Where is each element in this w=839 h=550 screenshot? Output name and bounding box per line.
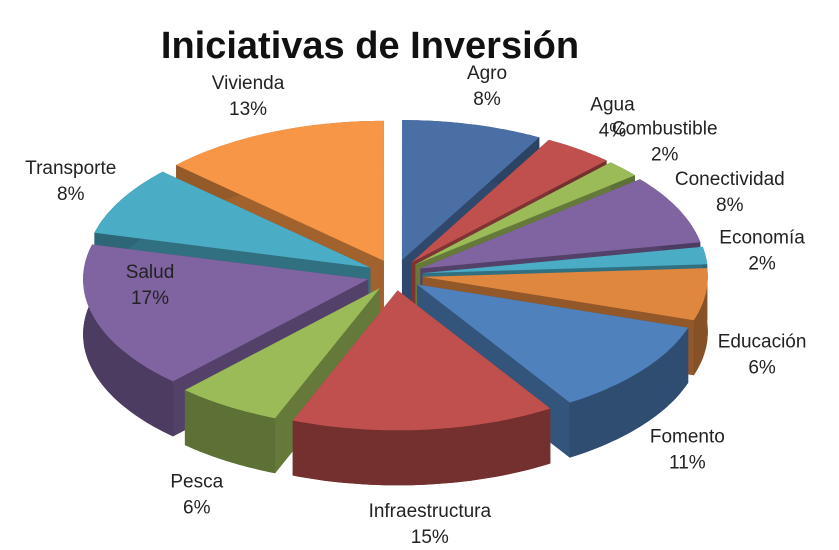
slice-value-label: 11% [669, 453, 706, 474]
slice-label: Conectividad [675, 169, 785, 190]
slice-value-label: 8% [473, 89, 501, 110]
slice-top [417, 284, 689, 403]
slice-label: Transporte [25, 158, 116, 179]
slice-top [292, 290, 551, 431]
slice-label: Economía [719, 228, 805, 249]
slice-edge [83, 244, 173, 437]
slice-label: Vivienda [212, 73, 285, 94]
slice-value-label: 6% [183, 498, 211, 519]
slice-label: Educación [718, 331, 807, 352]
slice [292, 290, 551, 486]
slice-edge [184, 390, 276, 474]
slice-label: Pesca [170, 472, 223, 493]
slice-edge [569, 327, 689, 458]
slice-label: Combustible [612, 119, 718, 140]
slice-value-label: 2% [748, 254, 776, 275]
slice-edge [292, 408, 551, 486]
slice-top [83, 244, 369, 382]
slice-label: Infraestructura [369, 501, 492, 522]
slice-top [176, 120, 384, 261]
slice-value-label: 2% [651, 145, 679, 166]
slice-label: Salud [126, 262, 175, 283]
slice-top [94, 171, 371, 268]
slice-value-label: 8% [716, 195, 744, 216]
slice-edge [693, 268, 708, 376]
slice-label: Agro [467, 63, 507, 84]
slice-value-label: 15% [411, 527, 449, 548]
slice-value-label: 4% [599, 120, 627, 141]
slice-top [422, 268, 708, 321]
slice-top [420, 179, 701, 269]
slice-top [184, 288, 380, 419]
slice-top [411, 139, 607, 263]
slice-top [415, 162, 635, 265]
slice-value-label: 8% [57, 184, 85, 205]
slice-top [401, 120, 540, 261]
slice-label: Fomento [650, 427, 725, 448]
slice-top [422, 246, 708, 274]
chart-title: Iniciativas de Inversión [161, 25, 579, 67]
slice-value-label: 17% [131, 288, 169, 309]
slice-value-label: 6% [748, 357, 776, 378]
slice-value-label: 13% [229, 99, 267, 120]
slice-label: Agua [590, 94, 635, 115]
